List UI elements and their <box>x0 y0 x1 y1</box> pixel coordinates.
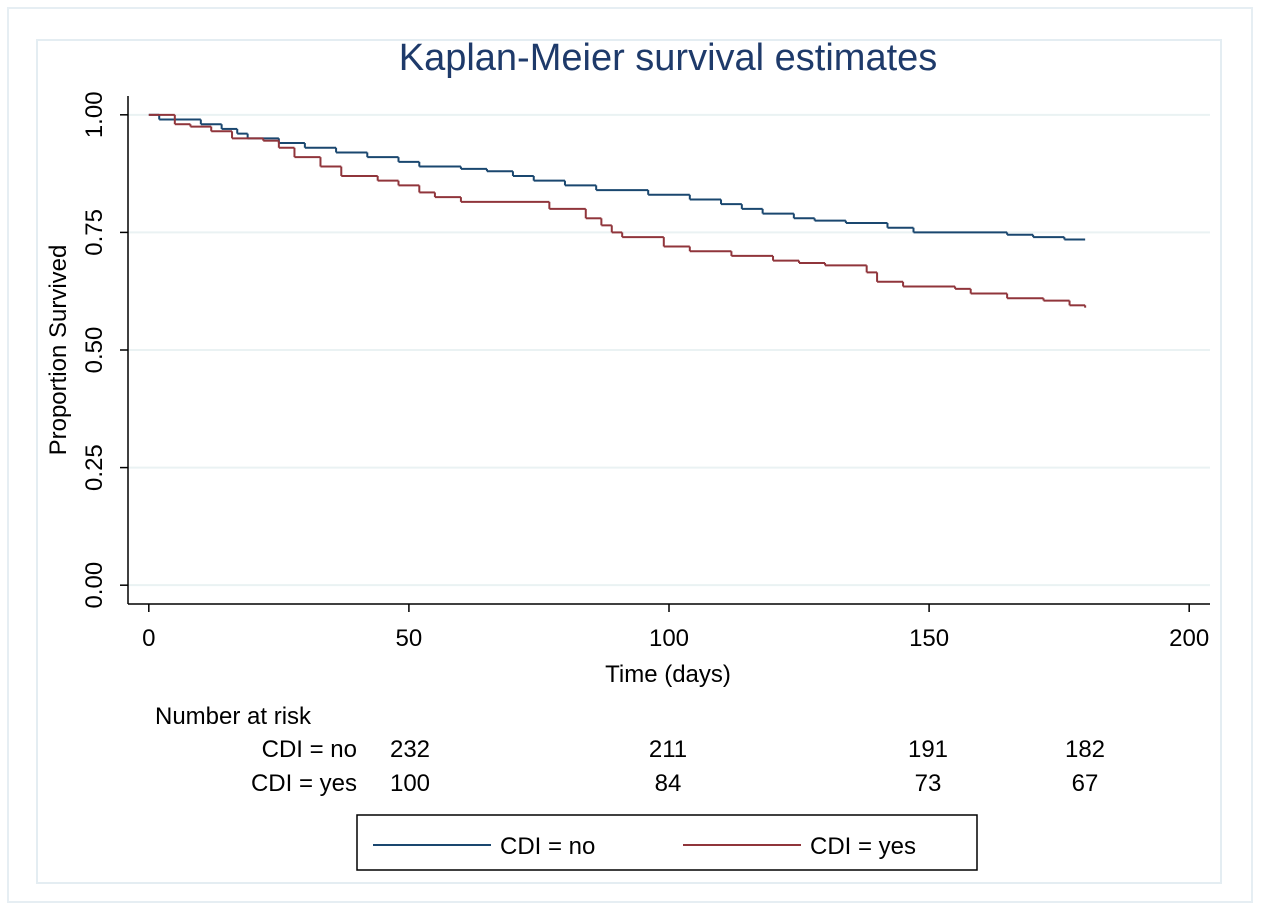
x-tick-label: 200 <box>1169 625 1209 652</box>
y-tick-label: 0.00 <box>81 562 108 609</box>
at-risk-count: 182 <box>1065 736 1105 763</box>
y-tick-label: 0.50 <box>81 327 108 374</box>
at-risk-count: 191 <box>908 736 948 763</box>
y-tick-label: 1.00 <box>81 91 108 138</box>
at-risk-count: 232 <box>390 736 430 763</box>
at-risk-count: 100 <box>390 770 430 797</box>
legend <box>356 814 978 871</box>
y-tick-label: 0.25 <box>81 444 108 491</box>
at-risk-count: 67 <box>1072 770 1099 797</box>
at-risk-count: 84 <box>655 770 682 797</box>
at-risk-label: CDI = no <box>262 736 357 763</box>
chart-title: Kaplan-Meier survival estimates <box>399 37 938 79</box>
at-risk-label: CDI = yes <box>251 770 357 797</box>
at-risk-count: 211 <box>649 736 687 763</box>
x-tick-label: 0 <box>142 625 155 652</box>
x-axis-title: Time (days) <box>605 661 731 688</box>
plot-region <box>36 39 1222 884</box>
x-tick-label: 100 <box>649 625 689 652</box>
y-axis-title: Proportion Survived <box>45 245 72 456</box>
plot-area: 0.00 0.25 0.50 0.75 1.00 0 50 100 150 200 CDI = no… <box>81 91 1210 860</box>
y-tick-label: 0.75 <box>81 209 108 256</box>
at-risk-title: Number at risk <box>155 703 312 730</box>
x-tick-label: 150 <box>909 625 949 652</box>
legend-label: CDI = yes <box>810 833 916 860</box>
at-risk-count: 73 <box>915 770 942 797</box>
x-tick-label: 50 <box>396 625 423 652</box>
legend-label: CDI = no <box>500 833 595 860</box>
